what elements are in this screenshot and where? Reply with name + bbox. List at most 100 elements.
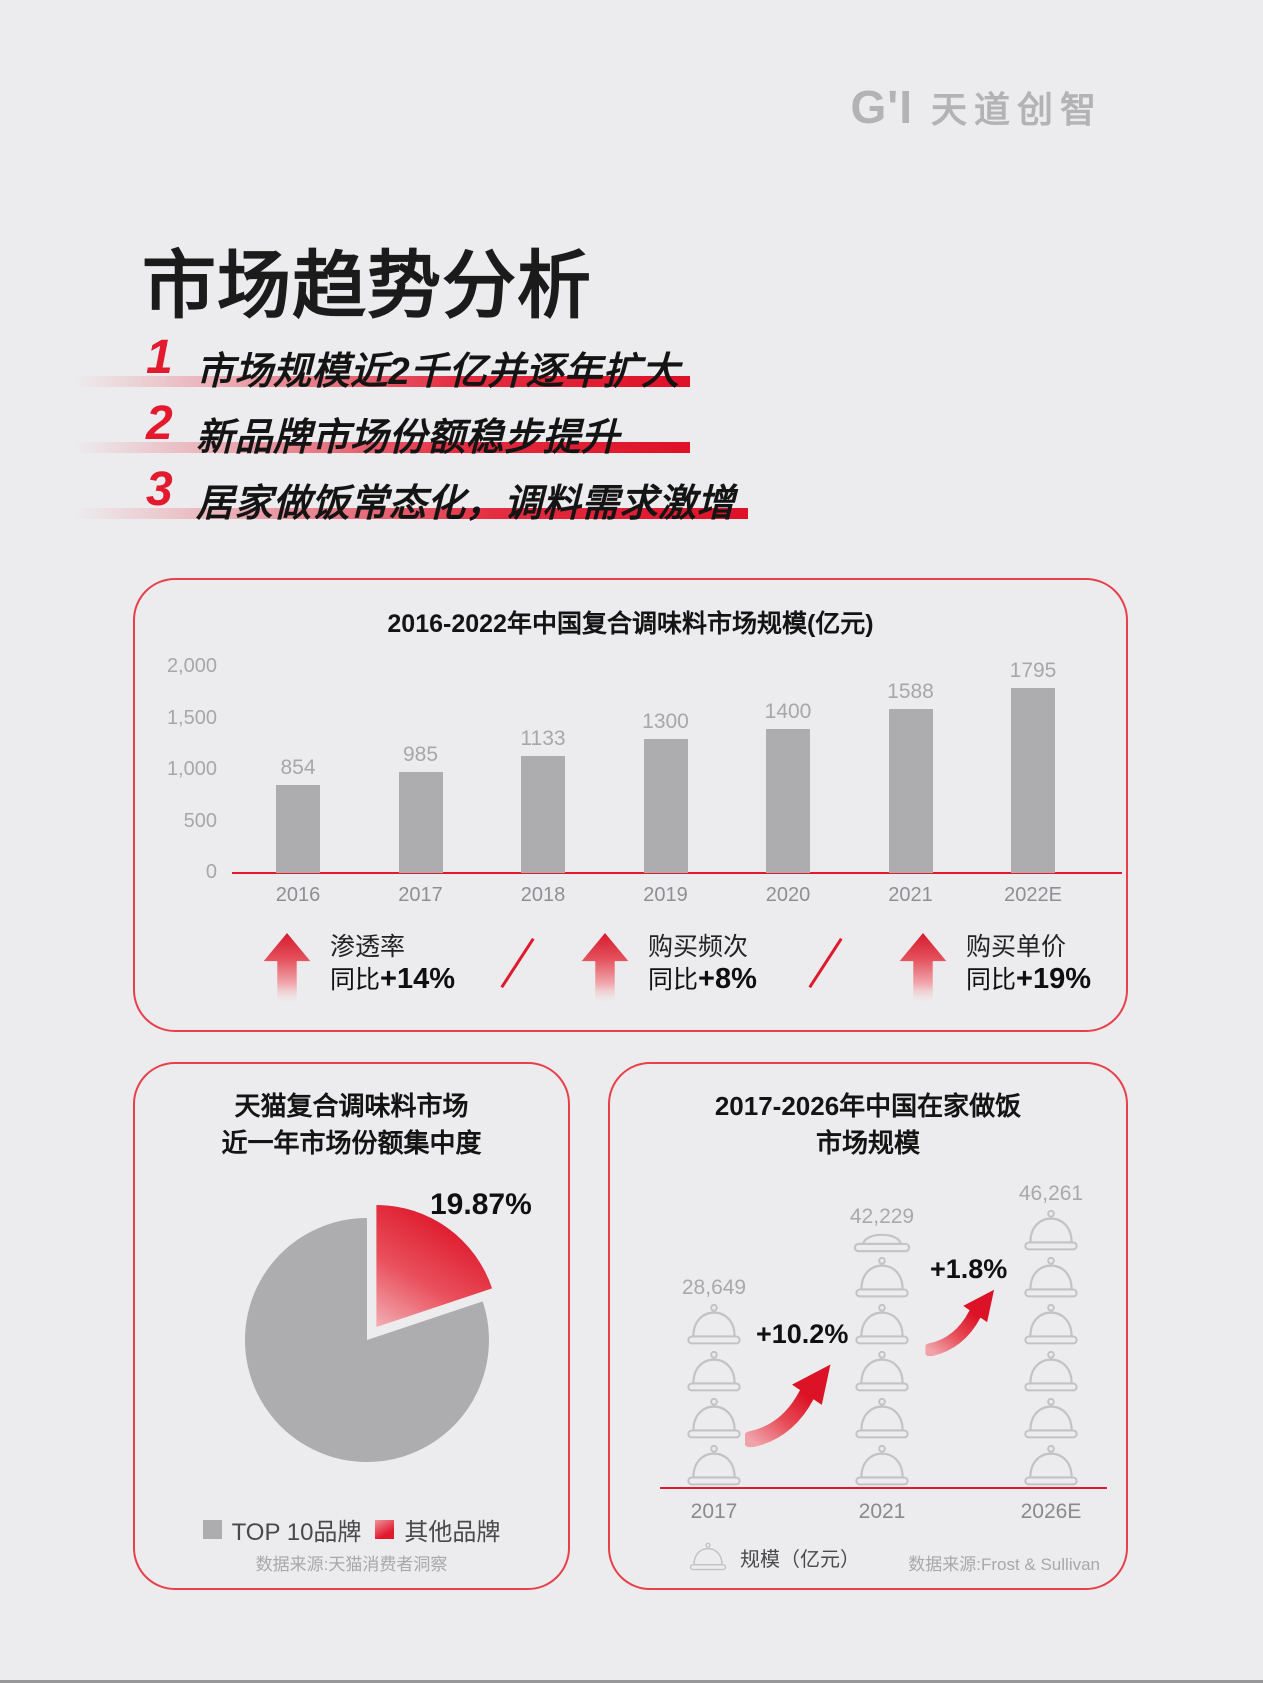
pictogram-chart-title: 2017-2026年中国在家做饭 市场规模 [610,1088,1126,1162]
cloche-icon [683,1350,745,1394]
indicator-delta-value: +14% [380,963,455,995]
page-title: 市场趋势分析 [142,244,592,327]
bar-chart-plot: 0 500 1,000 1,500 2,000 854 2016 985 2017 1133 201… [135,580,1126,1030]
indicator-delta-value: +8% [698,963,757,995]
pie-slice-top10 [244,1218,489,1462]
cloche-icon [851,1256,913,1300]
up-arrow-icon [261,932,313,1002]
indicator-text: 渗透率 同比 +14% [330,932,455,1002]
pie-slice-others [376,1205,493,1327]
underline-decoration [74,442,690,453]
bar [276,785,320,873]
pie-title-line1: 天猫复合调味料市场 [234,1091,469,1121]
indicator-delta: 同比 +14% [330,963,455,996]
indicator-name: 购买单价 [966,933,1067,961]
brand-logo-text: 天道创智 [930,89,1103,130]
x-axis-label: 2018 [520,884,566,906]
bar [398,771,443,873]
growth-label-2: +1.8% [930,1254,1008,1284]
cloche-partial-icon [851,1232,913,1254]
bar-value-label: 1588 [887,680,934,704]
point-row-1: 1 市场规模近2千亿并逐年扩大 [0,331,1263,398]
cloche-icon [1020,1256,1082,1300]
cloche-icon [683,1444,745,1488]
cloche-icon [851,1397,913,1441]
cloche-icon [1020,1350,1082,1394]
indicator-delta-prefix: 同比 [966,966,1017,994]
cloche-icon [688,1542,728,1572]
indicator-text: 购买频次 同比 +8% [648,932,757,1002]
pictogram-chart-card: 2017-2026年中国在家做饭 市场规模 28,649 2017 42,229 20… [608,1062,1128,1590]
indicator-delta-prefix: 同比 [330,966,381,994]
pictogram-plot: 28,649 2017 42,229 2021 46,261 2026E [610,1064,1126,1588]
legend-swatch-red [375,1520,395,1539]
y-axis-tick-label: 1,500 [166,706,217,729]
pie-chart-title: 天猫复合调味料市场 近一年市场份额集中度 [135,1088,568,1162]
bar [888,709,933,873]
cloche-icon [1020,1303,1082,1347]
pictogram-value-label: 46,261 [1018,1182,1084,1205]
underline-decoration [74,376,690,387]
x-axis-label: 2022E [1004,884,1062,906]
bar [766,728,810,873]
point-text: 居家做饭常态化，调料需求激增 [196,483,736,525]
indicator-delta-value: +19% [1016,963,1091,995]
pie-chart-card: 天猫复合调味料市场 近一年市场份额集中度 19.87% TOP 10品牌 其他品… [133,1062,570,1590]
indicator-name: 渗透率 [330,933,406,961]
bar [1011,688,1055,873]
pie-title-line2: 近一年市场份额集中度 [221,1128,482,1158]
cloche-icon [1020,1444,1082,1488]
pie-legend: TOP 10品牌 其他品牌 [135,1512,568,1547]
pictogram-legend: 规模（亿元） [688,1542,860,1572]
legend-item-top10: TOP 10品牌 [202,1512,362,1547]
x-axis-line [660,1487,1107,1490]
point-number: 3 [146,463,173,516]
x-axis-label: 2016 [275,884,321,906]
legend-item-others: 其他品牌 [375,1512,500,1547]
point-text: 新品牌市场份额稳步提升 [196,417,620,459]
legend-label: 规模（亿元） [740,1548,860,1571]
bar-value-label: 854 [280,756,316,780]
bar-value-label: 1300 [642,710,689,734]
pie-highlight-value: 19.87% [430,1188,532,1221]
bar-value-label: 1795 [1009,659,1057,683]
bar-chart-card: 2016-2022年中国复合调味料市场规模(亿元) 0 500 1,000 1,500… [133,578,1128,1032]
indicator-text: 购买单价 同比 +19% [966,932,1091,1002]
indicator-purchase-price: 购买单价 同比 +19% [897,932,1091,1002]
pie-chart [244,1205,493,1462]
x-axis-label: 2020 [765,884,811,906]
y-axis-tick-label: 1,000 [166,758,217,780]
bar-value-label: 1400 [764,699,812,723]
bar-chart-title: 2016-2022年中国复合调味料市场规模(亿元) [387,610,874,638]
picto-title-line1: 2017-2026年中国在家做饭 [714,1091,1022,1121]
cloche-icon [683,1303,745,1347]
pictogram-value-label: 28,649 [681,1276,747,1299]
x-axis-label: 2021 [858,1500,906,1523]
indicator-purchase-frequency: 购买频次 同比 +8% [579,932,757,1002]
brand-logo: G'I 天道创智 [850,80,1103,134]
bar [521,756,565,873]
legend-label: TOP 10品牌 [231,1519,362,1546]
cloche-icon [851,1303,913,1347]
point-row-2: 2 新品牌市场份额稳步提升 [0,397,1263,464]
point-number: 2 [146,397,173,450]
growth-arrow-icon [745,1354,841,1448]
y-axis-tick-label: 2,000 [166,655,217,677]
legend-swatch-gray [202,1520,222,1539]
cloche-icon [851,1350,913,1394]
x-axis-label: 2019 [643,884,688,906]
bar-value-label: 985 [402,742,439,766]
x-axis-line [232,872,1122,875]
y-axis-tick-label: 0 [205,861,217,883]
indicator-delta-prefix: 同比 [648,966,699,994]
bar [643,739,688,873]
growth-arrow-icon [916,1282,1012,1356]
underline-decoration [74,508,748,519]
x-axis-label: 2021 [888,884,933,906]
bar-value-label: 1133 [520,727,566,751]
up-arrow-icon [579,932,631,1002]
indicator-delta: 同比 +19% [966,963,1091,996]
up-arrow-icon [897,932,949,1002]
cloche-icon [1020,1209,1082,1253]
